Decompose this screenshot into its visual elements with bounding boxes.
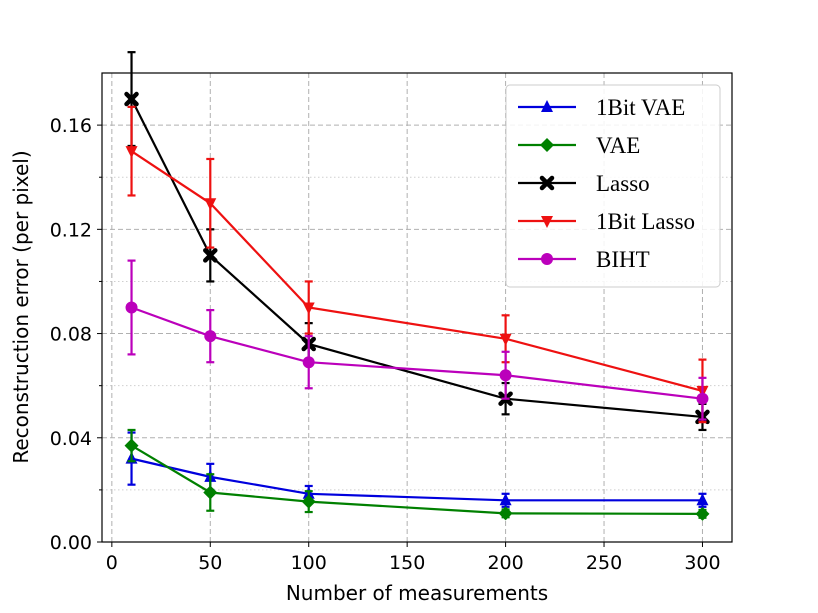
legend-item-vae: VAE (518, 133, 640, 158)
legend-item-lasso: Lasso (518, 171, 650, 196)
legend-marker (540, 138, 554, 152)
series-vae (124, 428, 710, 521)
series-line (130, 444, 703, 515)
data-point (302, 356, 315, 369)
x-tick-label: 250 (586, 552, 622, 574)
data-point (124, 438, 139, 453)
x-tick-label: 300 (684, 552, 720, 574)
plot-frame (101, 72, 733, 543)
legend-label: BIHT (596, 247, 650, 272)
y-tick-label: 0.04 (50, 428, 92, 450)
legend-box (505, 84, 721, 288)
legend-marker (539, 175, 555, 191)
legend-marker (541, 216, 553, 228)
data-point (498, 506, 513, 521)
data-point (125, 146, 138, 159)
legend-label: 1Bit VAE (596, 95, 685, 120)
data-point (499, 493, 512, 506)
x-tick-label: 50 (198, 552, 222, 574)
data-point (203, 485, 218, 500)
legend-label: 1Bit Lasso (596, 209, 695, 234)
series-layer (124, 51, 710, 521)
data-point (696, 392, 709, 405)
series-biht (125, 259, 709, 421)
x-tick-label: 200 (487, 552, 523, 574)
legend-label: Lasso (596, 171, 650, 196)
legend-item-biht: BIHT (518, 247, 650, 272)
axis-ticks: 0 50 100 150 200 250 300 0.00 0.04 0.08 0.12 0.16 (50, 115, 721, 574)
data-point (124, 91, 139, 107)
series-line (131, 306, 703, 400)
data-point (696, 493, 709, 506)
legend-label: VAE (596, 133, 640, 158)
data-point (695, 506, 710, 521)
x-tick-label: 150 (389, 552, 425, 574)
y-tick-label: 0.16 (50, 115, 92, 137)
data-point (125, 301, 138, 314)
data-point (204, 198, 217, 211)
x-axis-label: Number of measurements (286, 581, 548, 605)
data-point (203, 248, 218, 263)
y-axis-label: Reconstruction error (per pixel) (9, 150, 33, 463)
legend: 1Bit VAE VAE Lasso 1Bit Lasso BIHT (505, 84, 721, 288)
legend-item-1bit-vae: 1Bit VAE (518, 95, 685, 120)
y-tick-label: 0.08 (50, 324, 92, 346)
legend-marker (541, 253, 553, 265)
y-tick-label: 0.12 (50, 219, 92, 241)
legend-marker (541, 100, 553, 112)
data-point (499, 333, 512, 346)
x-marker-stroke (539, 175, 555, 191)
legend-item-1bit-lasso: 1Bit Lasso (518, 209, 695, 234)
x-tick-label: 100 (291, 552, 327, 574)
y-tick-label: 0.00 (50, 532, 92, 554)
data-point (204, 330, 217, 343)
x-marker-stroke (124, 91, 139, 107)
x-marker-stroke (203, 248, 218, 263)
data-point (499, 369, 512, 382)
data-point (301, 494, 316, 509)
x-tick-label: 0 (106, 552, 118, 574)
data-point (302, 302, 315, 315)
